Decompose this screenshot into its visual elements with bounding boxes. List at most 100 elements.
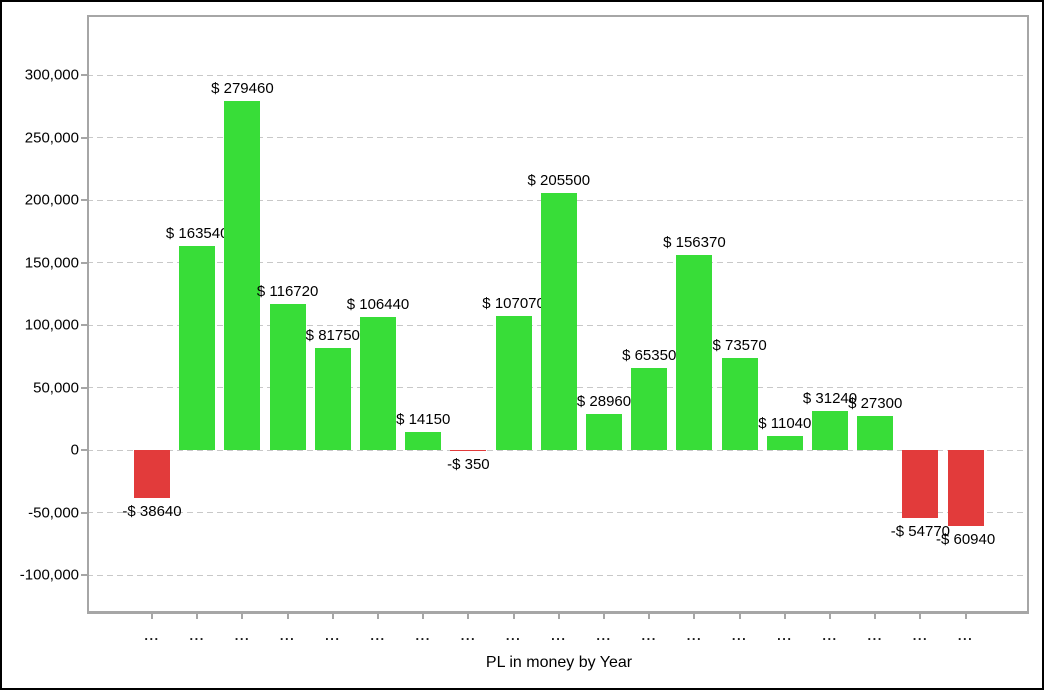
bar-value-label: $ 116720: [256, 283, 319, 301]
x-axis-tick: [829, 614, 831, 619]
bar: [405, 432, 442, 450]
gridline: [87, 574, 1029, 576]
x-axis-category-label: ...: [641, 628, 657, 643]
bar-value-label: $ 73570: [712, 337, 767, 355]
x-axis-tick: [467, 614, 470, 619]
x-axis-category-label: ...: [912, 628, 929, 643]
y-axis-tick: [81, 261, 87, 264]
y-axis-tick-label: 150,000: [24, 254, 79, 271]
gridline: [87, 137, 1029, 138]
bar: [179, 245, 216, 450]
y-axis-tick-label: 250,000: [24, 129, 79, 146]
y-axis-tick-label: 200,000: [24, 191, 79, 209]
bar: [269, 304, 306, 450]
x-axis-tick: [557, 614, 560, 619]
y-axis-tick: [81, 449, 87, 451]
x-axis-category-label: ...: [325, 628, 341, 643]
x-axis-category-label: ...: [144, 628, 160, 643]
x-axis-category-label: ...: [370, 628, 386, 643]
x-axis-tick: [693, 614, 696, 619]
y-axis-tick: [81, 136, 87, 139]
y-axis-tick: [81, 574, 87, 576]
x-axis-category-label: ...: [777, 628, 793, 643]
x-axis-category-label: ...: [234, 628, 251, 643]
x-axis-category-label: ...: [731, 628, 748, 643]
bar: [134, 450, 170, 499]
x-axis-tick: [919, 614, 922, 619]
bar-value-label: $ 27300: [848, 394, 903, 412]
bar-value-label: $ 107070: [482, 295, 545, 313]
bar: [495, 316, 532, 450]
x-axis-tick: [648, 614, 651, 619]
x-axis-category-label: ...: [551, 628, 567, 643]
x-axis-tick: [512, 614, 515, 619]
y-axis-tick: [81, 386, 87, 389]
bar-value-label: $ 28960: [576, 392, 632, 410]
x-axis-category-label: ...: [505, 628, 522, 643]
bar-value-label: $ 163540: [165, 224, 229, 242]
x-axis-tick: [783, 614, 786, 619]
gridline: [87, 74, 1029, 76]
y-axis-tick-label: 100,000: [24, 316, 79, 334]
x-axis-title: PL in money by Year: [485, 654, 633, 671]
x-axis-category-label: ...: [596, 628, 612, 643]
y-axis-tick: [81, 74, 87, 76]
x-axis-tick: [738, 614, 741, 619]
x-axis-category-label: ...: [822, 628, 838, 643]
bar: [766, 436, 803, 450]
bar-value-label: $ 31240: [802, 389, 858, 407]
x-axis-category-label: ...: [279, 628, 296, 643]
y-axis-tick: [81, 511, 87, 514]
bar-value-label: $ 14150: [396, 411, 451, 429]
bar-value-label: -$ 60940: [935, 531, 996, 549]
y-axis-tick-label: -50,000: [28, 504, 79, 521]
bar: [631, 368, 668, 450]
x-axis-category-label: ...: [415, 628, 431, 643]
y-axis-tick-label: 0: [70, 441, 79, 459]
x-axis-category-label: ...: [957, 628, 974, 643]
gridline: [87, 512, 1029, 513]
bar-value-label: $ 156370: [663, 233, 726, 251]
y-axis-tick: [81, 199, 87, 201]
x-axis-tick: [964, 614, 967, 619]
bar-value-label: $ 11040: [758, 415, 812, 433]
bar-value-label: $ 106440: [346, 295, 410, 313]
x-axis-tick: [196, 614, 199, 619]
plot-area: -$ 38640 $ 163540 $ 279460 $ 116720 $ 81750 $…: [87, 15, 1029, 614]
bar: [540, 193, 577, 450]
x-axis-category-label: ...: [867, 628, 883, 643]
bar-value-label: $ 205500: [527, 172, 591, 190]
x-axis-category-label: ...: [189, 628, 205, 643]
bar: [586, 413, 622, 450]
x-axis-tick: [377, 614, 379, 619]
bar-value-label: -$ 54770: [890, 523, 950, 541]
bar: [360, 316, 396, 450]
x-axis-tick: [603, 614, 605, 619]
y-axis-tick-label: 300,000: [24, 66, 79, 84]
x-axis-category-label: ...: [460, 628, 477, 643]
bar-value-label: -$ 350: [447, 456, 490, 473]
x-axis-category-label: ...: [686, 628, 703, 643]
bar-value-label: -$ 38640: [122, 503, 182, 521]
y-axis-tick-label: 50,000: [33, 379, 79, 396]
x-axis-tick: [151, 614, 153, 619]
bar: [314, 347, 351, 450]
y-axis-tick-label: -100,000: [19, 566, 79, 584]
bar-value-label: $ 81750: [305, 326, 360, 344]
x-axis-tick: [286, 614, 289, 619]
bar-value-label: $ 279460: [211, 79, 274, 97]
x-axis-tick: [874, 614, 877, 619]
bar: [224, 100, 261, 450]
x-axis-tick: [331, 614, 334, 619]
y-axis-tick: [81, 324, 87, 326]
x-axis-tick: [241, 614, 244, 619]
bar-value-label: $ 65350: [622, 347, 677, 365]
bar: [450, 450, 487, 451]
bar: [676, 254, 713, 450]
bar: [812, 410, 848, 450]
bar: [857, 415, 894, 450]
bar: [947, 450, 984, 527]
bar: [721, 358, 758, 450]
